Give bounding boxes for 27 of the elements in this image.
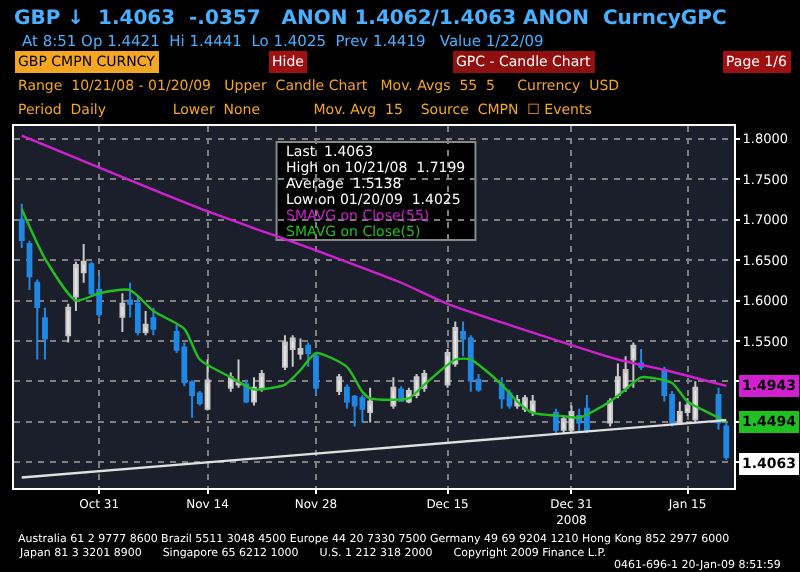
candlestick (282, 334, 288, 372)
candlestick (614, 362, 621, 400)
candlestick (235, 358, 242, 389)
candlestick (26, 239, 33, 292)
candlestick (34, 278, 41, 361)
chart-title: GBP ↓ 1.4063 -.0357 ANON 1.4062/1.4063 ANON CurncyGPC (14, 8, 727, 30)
candlestick (390, 376, 397, 410)
candlestick (119, 292, 126, 334)
candlestick (150, 306, 157, 337)
candlestick (584, 394, 590, 435)
candlestick (367, 386, 374, 424)
candlestick (204, 358, 211, 412)
candlestick (630, 341, 637, 389)
candlestick (18, 202, 25, 250)
line-series (20, 134, 728, 388)
candlestick (42, 306, 48, 361)
candlestick (65, 302, 72, 344)
candlestick (359, 394, 366, 424)
candlestick (529, 394, 536, 418)
candlestick (313, 352, 319, 397)
candlestick (498, 376, 505, 410)
candlestick (297, 337, 304, 361)
candlestick (305, 341, 312, 368)
line-series (20, 208, 728, 424)
candlestick (142, 310, 149, 337)
candlestick (289, 334, 296, 368)
candlestick (336, 373, 343, 397)
